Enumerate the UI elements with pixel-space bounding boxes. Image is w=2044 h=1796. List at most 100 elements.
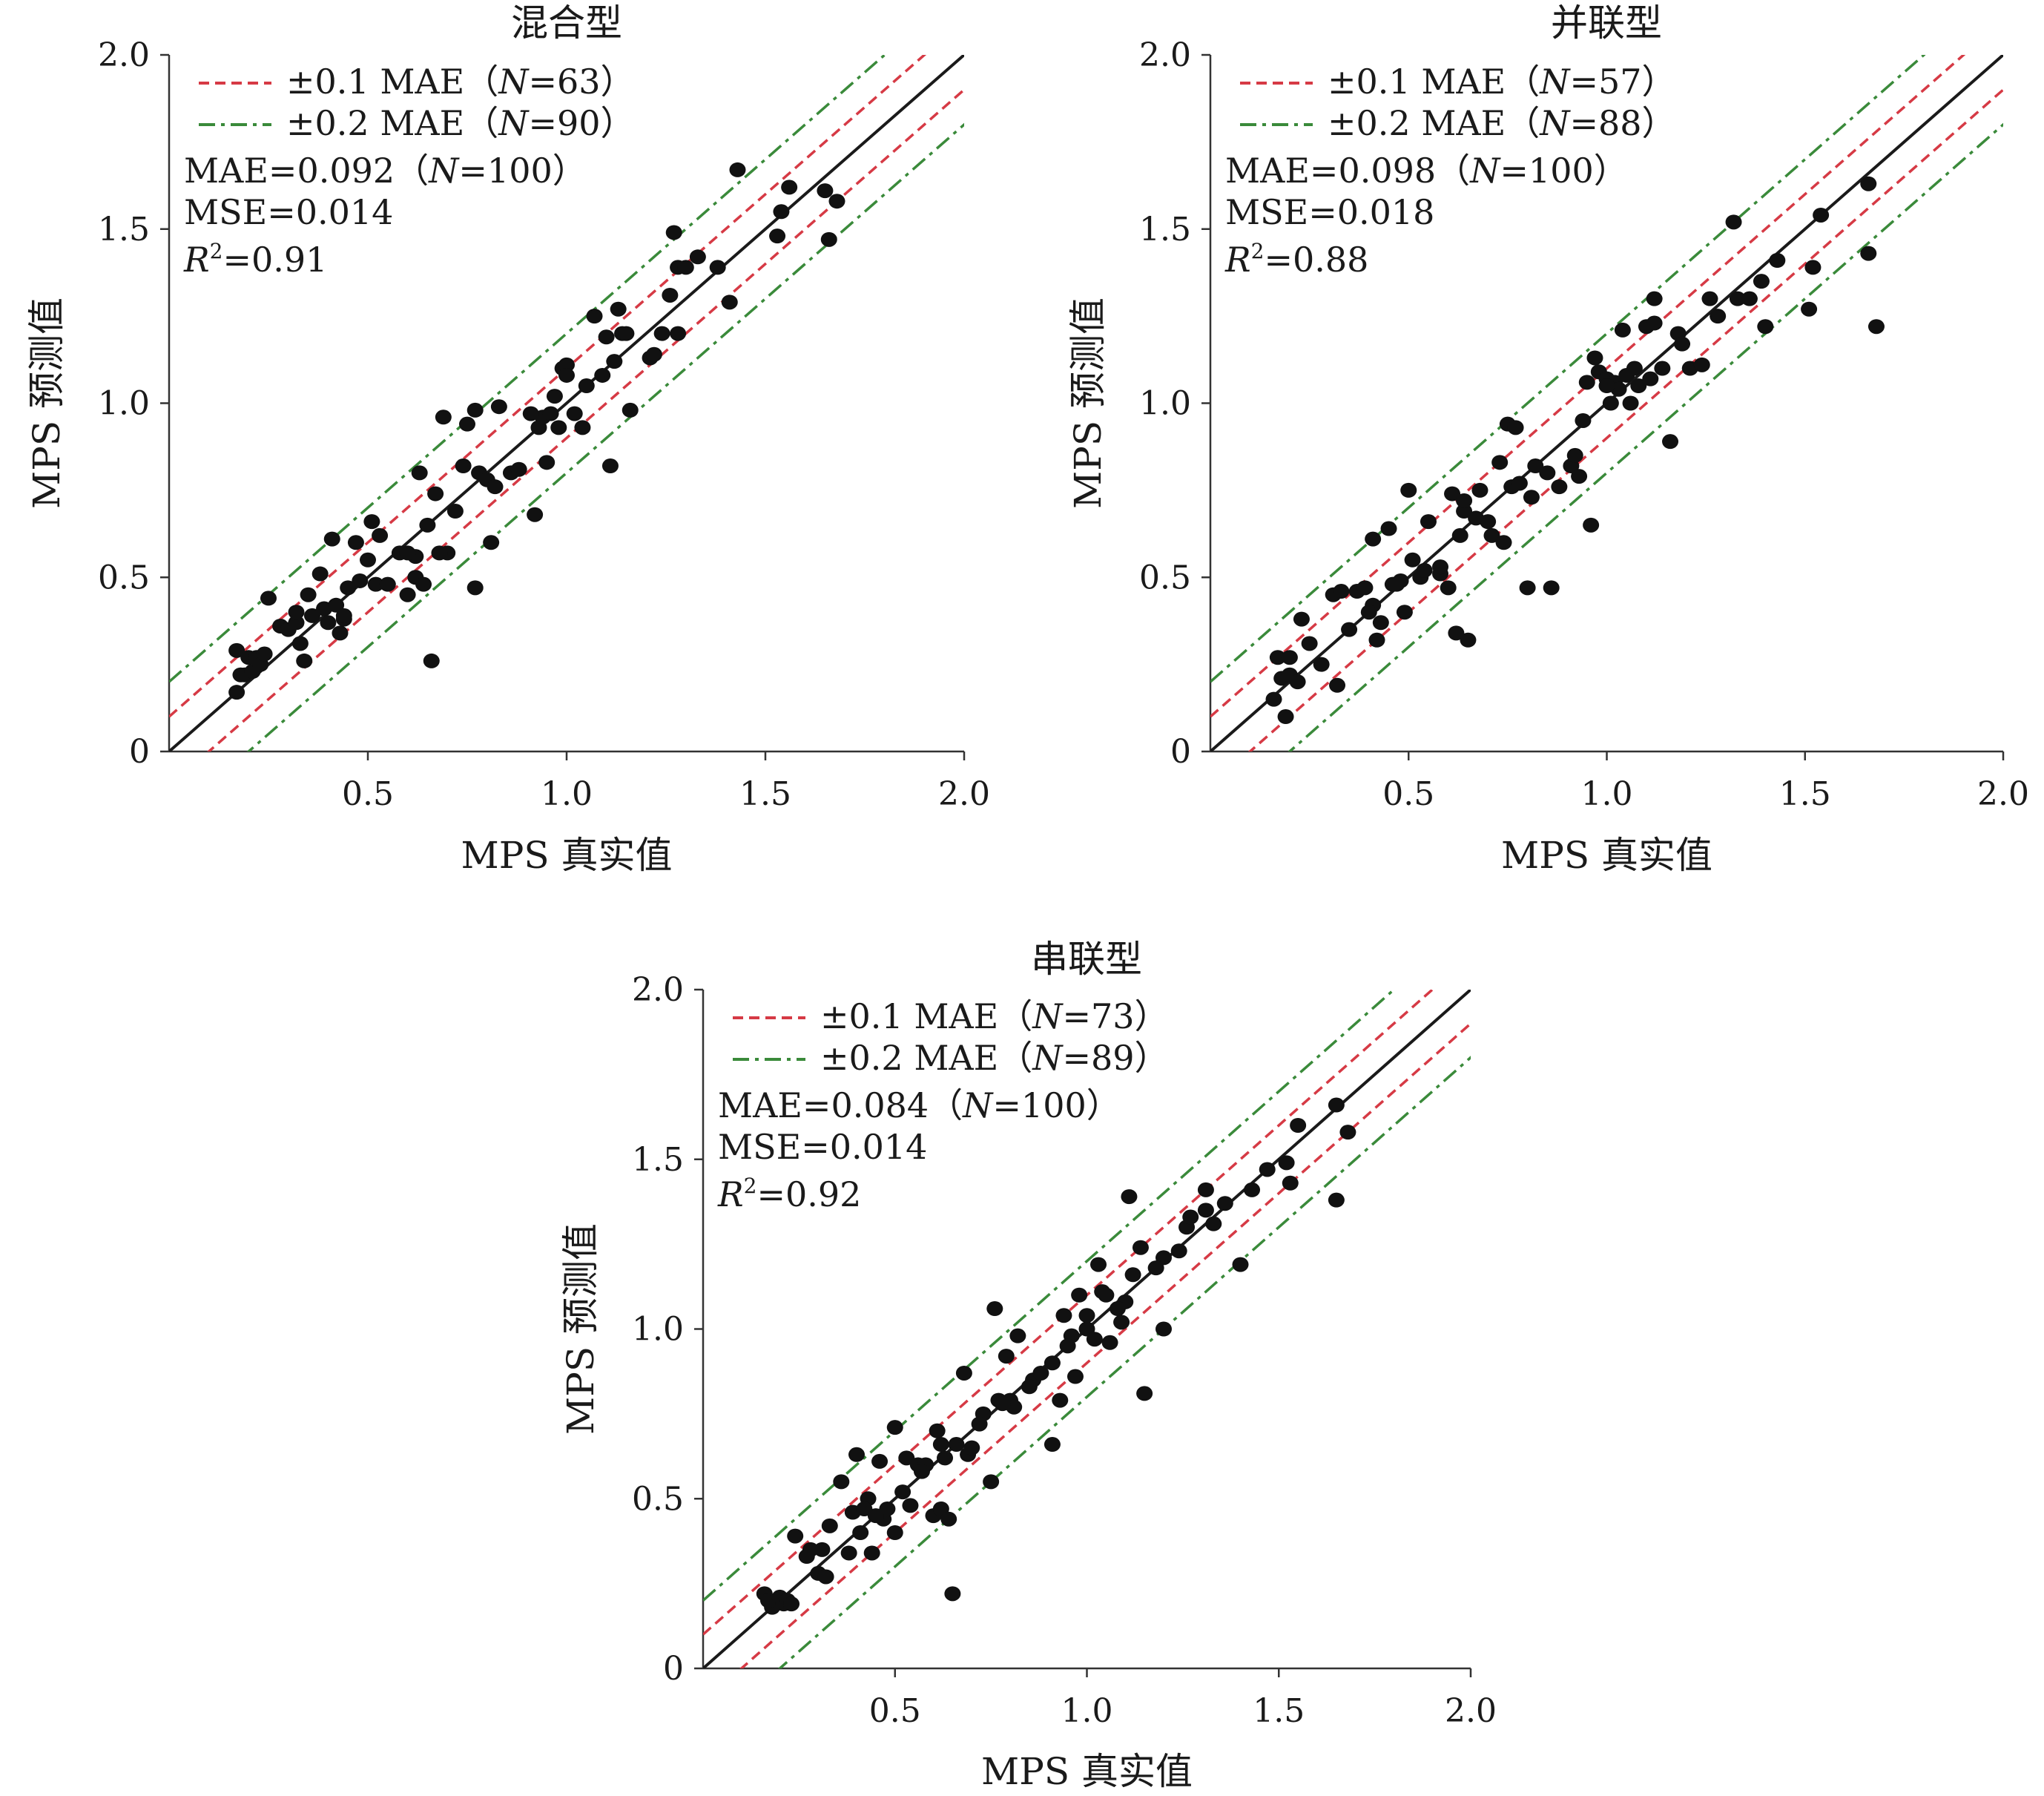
data-point xyxy=(820,231,837,247)
data-point xyxy=(467,402,484,418)
data-point xyxy=(435,409,452,425)
band-upper-0.2-line xyxy=(1210,55,1926,683)
band-upper-0.2-line xyxy=(169,55,887,683)
data-point xyxy=(566,406,583,421)
data-point xyxy=(833,1474,850,1490)
data-point xyxy=(419,517,436,533)
data-point xyxy=(1614,322,1631,338)
data-point xyxy=(1693,357,1710,372)
data-point xyxy=(1155,1321,1172,1337)
data-point xyxy=(527,507,544,522)
data-point xyxy=(1578,375,1595,390)
data-point xyxy=(1674,336,1691,352)
data-point xyxy=(459,416,475,432)
data-point xyxy=(1289,674,1306,690)
data-point xyxy=(1341,622,1358,637)
data-point xyxy=(550,420,567,435)
data-point xyxy=(971,1416,988,1432)
y-tick-label: 0.5 xyxy=(632,1480,684,1518)
data-point xyxy=(352,573,369,588)
x-tick-label: 0.5 xyxy=(869,1692,921,1730)
data-point xyxy=(1365,531,1382,547)
data-point xyxy=(546,389,563,404)
data-point xyxy=(1491,455,1509,470)
data-point xyxy=(1098,1287,1115,1303)
data-point xyxy=(1372,615,1389,631)
data-point xyxy=(1388,576,1405,592)
data-point xyxy=(1622,395,1639,411)
data-point xyxy=(1147,1260,1164,1276)
data-point xyxy=(955,1365,972,1381)
data-point xyxy=(1451,527,1468,543)
data-point xyxy=(852,1525,869,1540)
data-point xyxy=(1328,1192,1345,1208)
data-point xyxy=(335,608,352,623)
data-point xyxy=(1729,291,1746,306)
data-point xyxy=(886,1525,903,1540)
data-point xyxy=(1278,1155,1295,1171)
data-point xyxy=(1420,514,1437,530)
mae-stat: MAE=0.084（N=100） xyxy=(718,1085,1121,1125)
data-point xyxy=(1630,378,1647,394)
data-point xyxy=(1259,1162,1276,1177)
y-tick-label: 2.0 xyxy=(98,36,150,74)
data-point xyxy=(1281,650,1298,665)
band-lower-0.1-line xyxy=(1247,88,2003,751)
data-point xyxy=(817,183,834,199)
data-point xyxy=(814,1542,831,1557)
data-point xyxy=(1769,253,1786,269)
data-point xyxy=(574,420,591,435)
data-point xyxy=(1432,559,1449,575)
data-point xyxy=(1052,1392,1069,1408)
x-tick-label: 2.0 xyxy=(1977,775,2029,813)
r2-stat: R2=0.92 xyxy=(717,1174,861,1214)
data-point xyxy=(1539,465,1556,481)
data-point xyxy=(1071,1287,1088,1303)
data-point xyxy=(1113,1315,1130,1330)
data-point xyxy=(1380,521,1397,536)
data-point xyxy=(1124,1267,1141,1283)
y-tick-label: 2.0 xyxy=(632,971,684,1009)
data-point xyxy=(1495,535,1512,550)
data-point xyxy=(542,406,559,421)
data-point xyxy=(867,1508,884,1524)
scatter-panel-mixed: 混合型 0 0.5 1.0 1.5 2.0 0.5 1.0 1.5 2.0 MPS 真实值 MPS 预… xyxy=(25,1,990,877)
data-point xyxy=(256,646,273,662)
data-point xyxy=(1456,504,1473,519)
data-point xyxy=(228,685,245,700)
mae-stat: MAE=0.098（N=100） xyxy=(1225,151,1628,191)
data-point xyxy=(798,1549,815,1565)
data-point xyxy=(360,552,376,568)
data-point xyxy=(288,605,305,620)
data-point xyxy=(1804,260,1822,275)
x-axis-label: MPS 真实值 xyxy=(1501,834,1712,877)
data-point xyxy=(1290,1118,1307,1133)
band-lower-0.2-line xyxy=(777,1056,1471,1668)
data-point xyxy=(653,326,670,341)
data-point xyxy=(303,608,320,623)
x-tick-label: 1.0 xyxy=(1581,775,1633,813)
data-point xyxy=(1701,291,1718,306)
data-point xyxy=(1066,1369,1084,1384)
y-tick-label: 0 xyxy=(663,1650,684,1688)
data-point xyxy=(929,1423,946,1438)
data-point xyxy=(1090,1257,1107,1272)
data-point xyxy=(260,591,277,606)
data-point xyxy=(1662,434,1679,450)
data-point xyxy=(1197,1182,1214,1197)
chart-title: 混合型 xyxy=(511,1,622,45)
data-point xyxy=(288,615,305,631)
data-point xyxy=(1205,1216,1222,1231)
data-point xyxy=(1328,1097,1345,1113)
legend-label-pm01: ±0.1 MAE（N=63） xyxy=(286,62,635,102)
x-tick-label: 1.5 xyxy=(1253,1692,1305,1730)
data-point xyxy=(311,566,329,582)
data-point xyxy=(431,545,448,561)
legend-label-pm01: ±0.1 MAE（N=73） xyxy=(820,996,1169,1036)
y-tick-label: 0 xyxy=(1170,733,1191,771)
data-point xyxy=(379,576,396,592)
y-tick-label: 1.0 xyxy=(632,1311,684,1349)
data-point xyxy=(1586,350,1603,366)
data-point xyxy=(670,326,687,341)
data-point xyxy=(1301,636,1318,651)
